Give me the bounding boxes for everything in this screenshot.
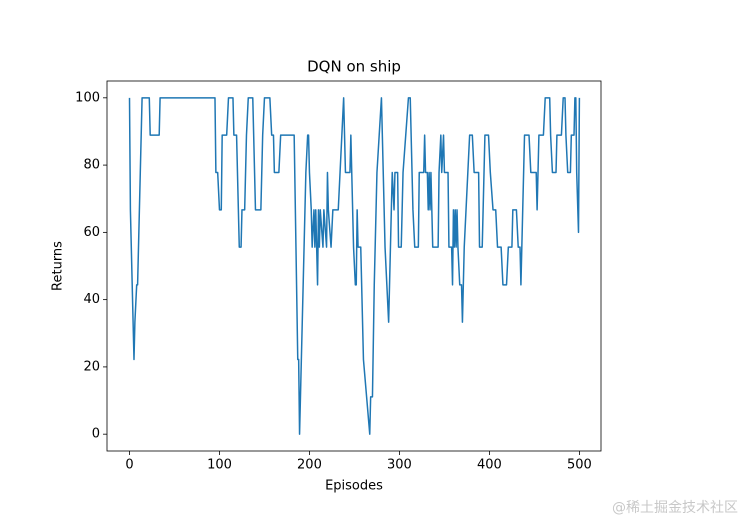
y-tick-label: 40 bbox=[83, 292, 100, 307]
axes-frame bbox=[106, 80, 602, 452]
y-tick-label: 60 bbox=[83, 225, 100, 240]
x-tick-label: 200 bbox=[297, 458, 322, 473]
x-tick-label: 400 bbox=[477, 458, 502, 473]
y-tick-label: 100 bbox=[75, 90, 100, 105]
x-tick-label: 0 bbox=[125, 458, 133, 473]
x-tick-label: 100 bbox=[207, 458, 232, 473]
x-tick-label: 300 bbox=[387, 458, 412, 473]
y-tick-label: 20 bbox=[83, 359, 100, 374]
line-series bbox=[128, 97, 581, 435]
y-tick-label: 0 bbox=[92, 427, 100, 442]
x-tick-label: 500 bbox=[567, 458, 592, 473]
x-axis-label: Episodes bbox=[325, 479, 383, 494]
y-axis-label: Returns bbox=[51, 241, 66, 291]
watermark: @稀土掘金技术社区 bbox=[612, 500, 738, 516]
y-tick-label: 80 bbox=[83, 158, 100, 173]
chart-title: DQN on ship bbox=[307, 58, 401, 76]
